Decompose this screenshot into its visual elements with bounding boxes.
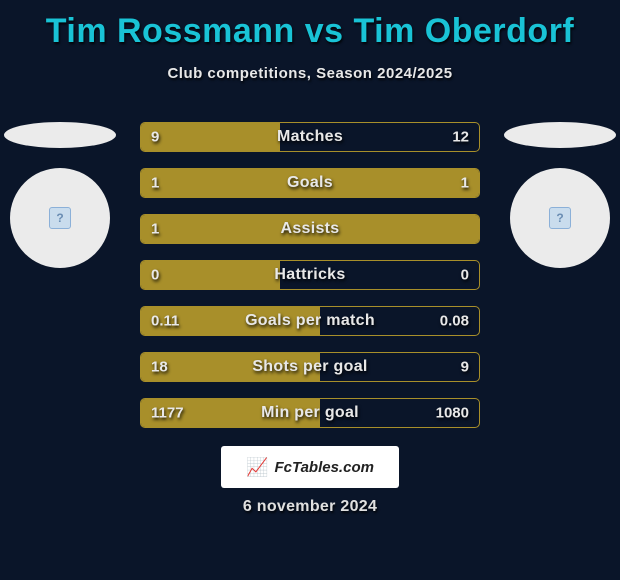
player-right-avatar <box>510 168 610 268</box>
stat-value-right: 0 <box>461 267 469 284</box>
stat-label: Goals <box>141 174 479 192</box>
player-left-avatar-zone <box>0 122 120 268</box>
player-right-avatar-zone <box>500 122 620 268</box>
stat-bar: 9Matches12 <box>140 122 480 152</box>
watermark: 📈 FcTables.com <box>221 446 399 488</box>
stat-label: Matches <box>141 128 479 146</box>
stat-value-right: 9 <box>461 359 469 376</box>
chart-icon: 📈 <box>246 457 268 478</box>
placeholder-icon <box>549 207 571 229</box>
stat-bar: 1Assists <box>140 214 480 244</box>
placeholder-icon <box>49 207 71 229</box>
stat-value-right: 0.08 <box>440 313 469 330</box>
stat-label: Hattricks <box>141 266 479 284</box>
stat-bar: 0.11Goals per match0.08 <box>140 306 480 336</box>
stats-bars: 9Matches121Goals11Assists0Hattricks00.11… <box>140 122 480 444</box>
subtitle: Club competitions, Season 2024/2025 <box>0 65 620 82</box>
date-label: 6 november 2024 <box>0 498 620 516</box>
stat-value-right: 12 <box>452 129 469 146</box>
stat-value-right: 1080 <box>436 405 469 422</box>
player-left-ellipse <box>4 122 116 148</box>
stat-label: Min per goal <box>141 404 479 422</box>
watermark-text: FcTables.com <box>274 459 373 476</box>
stat-label: Assists <box>141 220 479 238</box>
stat-label: Goals per match <box>141 312 479 330</box>
stat-bar: 1Goals1 <box>140 168 480 198</box>
stat-bar: 18Shots per goal9 <box>140 352 480 382</box>
stat-bar: 1177Min per goal1080 <box>140 398 480 428</box>
player-left-avatar <box>10 168 110 268</box>
player-right-ellipse <box>504 122 616 148</box>
stat-bar: 0Hattricks0 <box>140 260 480 290</box>
stat-value-right: 1 <box>461 175 469 192</box>
stat-label: Shots per goal <box>141 358 479 376</box>
page-title: Tim Rossmann vs Tim Oberdorf <box>0 0 620 51</box>
